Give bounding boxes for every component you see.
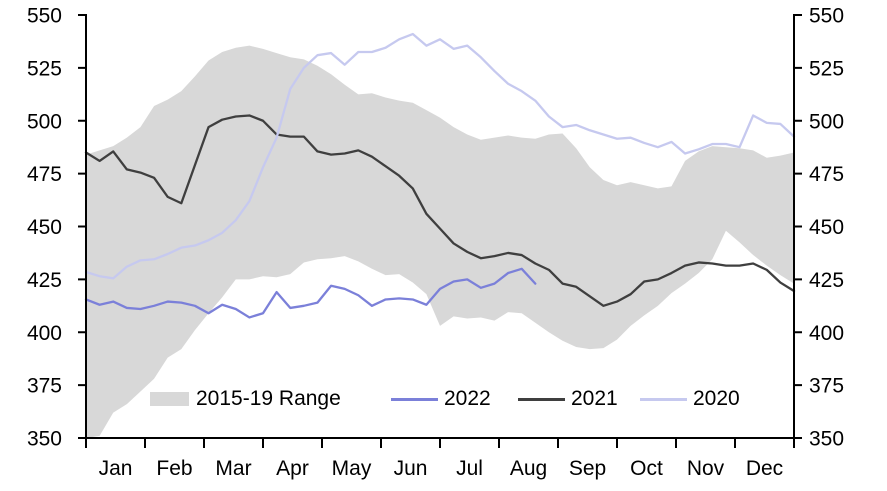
y-tick-label-right: 500 (809, 110, 844, 133)
y-tick-label-right: 475 (809, 163, 844, 186)
x-tick-label: Feb (156, 457, 192, 480)
y-tick-label-left: 400 (27, 322, 62, 345)
band-2015-19-range (86, 45, 794, 438)
y-tick-label-right: 550 (809, 5, 844, 28)
x-tick-label: Aug (510, 457, 547, 480)
y-tick-label-right: 425 (809, 269, 844, 292)
x-tick-label: Apr (276, 457, 309, 480)
x-tick-label: Jul (456, 457, 483, 480)
x-tick-label: Sep (569, 457, 606, 480)
y-tick-label-left: 500 (27, 110, 62, 133)
y-tick-label-left: 350 (27, 428, 62, 451)
y-tick-label-right: 350 (809, 428, 844, 451)
x-tick-label: Jun (394, 457, 428, 480)
y-tick-label-right: 400 (809, 322, 844, 345)
y-tick-label-left: 550 (27, 5, 62, 28)
x-tick-label: Oct (630, 457, 663, 480)
line-2021 (84, 114, 796, 307)
y-tick-label-right: 375 (809, 375, 844, 398)
y-tick-label-left: 425 (27, 269, 62, 292)
x-tick-label: Mar (215, 457, 251, 480)
y-tick-label-right: 525 (809, 57, 844, 80)
y-tick-label-right: 450 (809, 216, 844, 239)
x-tick-label: Jan (99, 457, 133, 480)
line-2020 (84, 32, 796, 280)
y-tick-label-left: 375 (27, 375, 62, 398)
line-2022 (84, 267, 537, 319)
x-tick-label: Nov (687, 457, 725, 480)
y-tick-label-left: 525 (27, 57, 62, 80)
x-tick-label: Dec (746, 457, 783, 480)
y-tick-label-left: 475 (27, 163, 62, 186)
x-tick-label: May (332, 457, 372, 480)
y-tick-label-left: 450 (27, 216, 62, 239)
